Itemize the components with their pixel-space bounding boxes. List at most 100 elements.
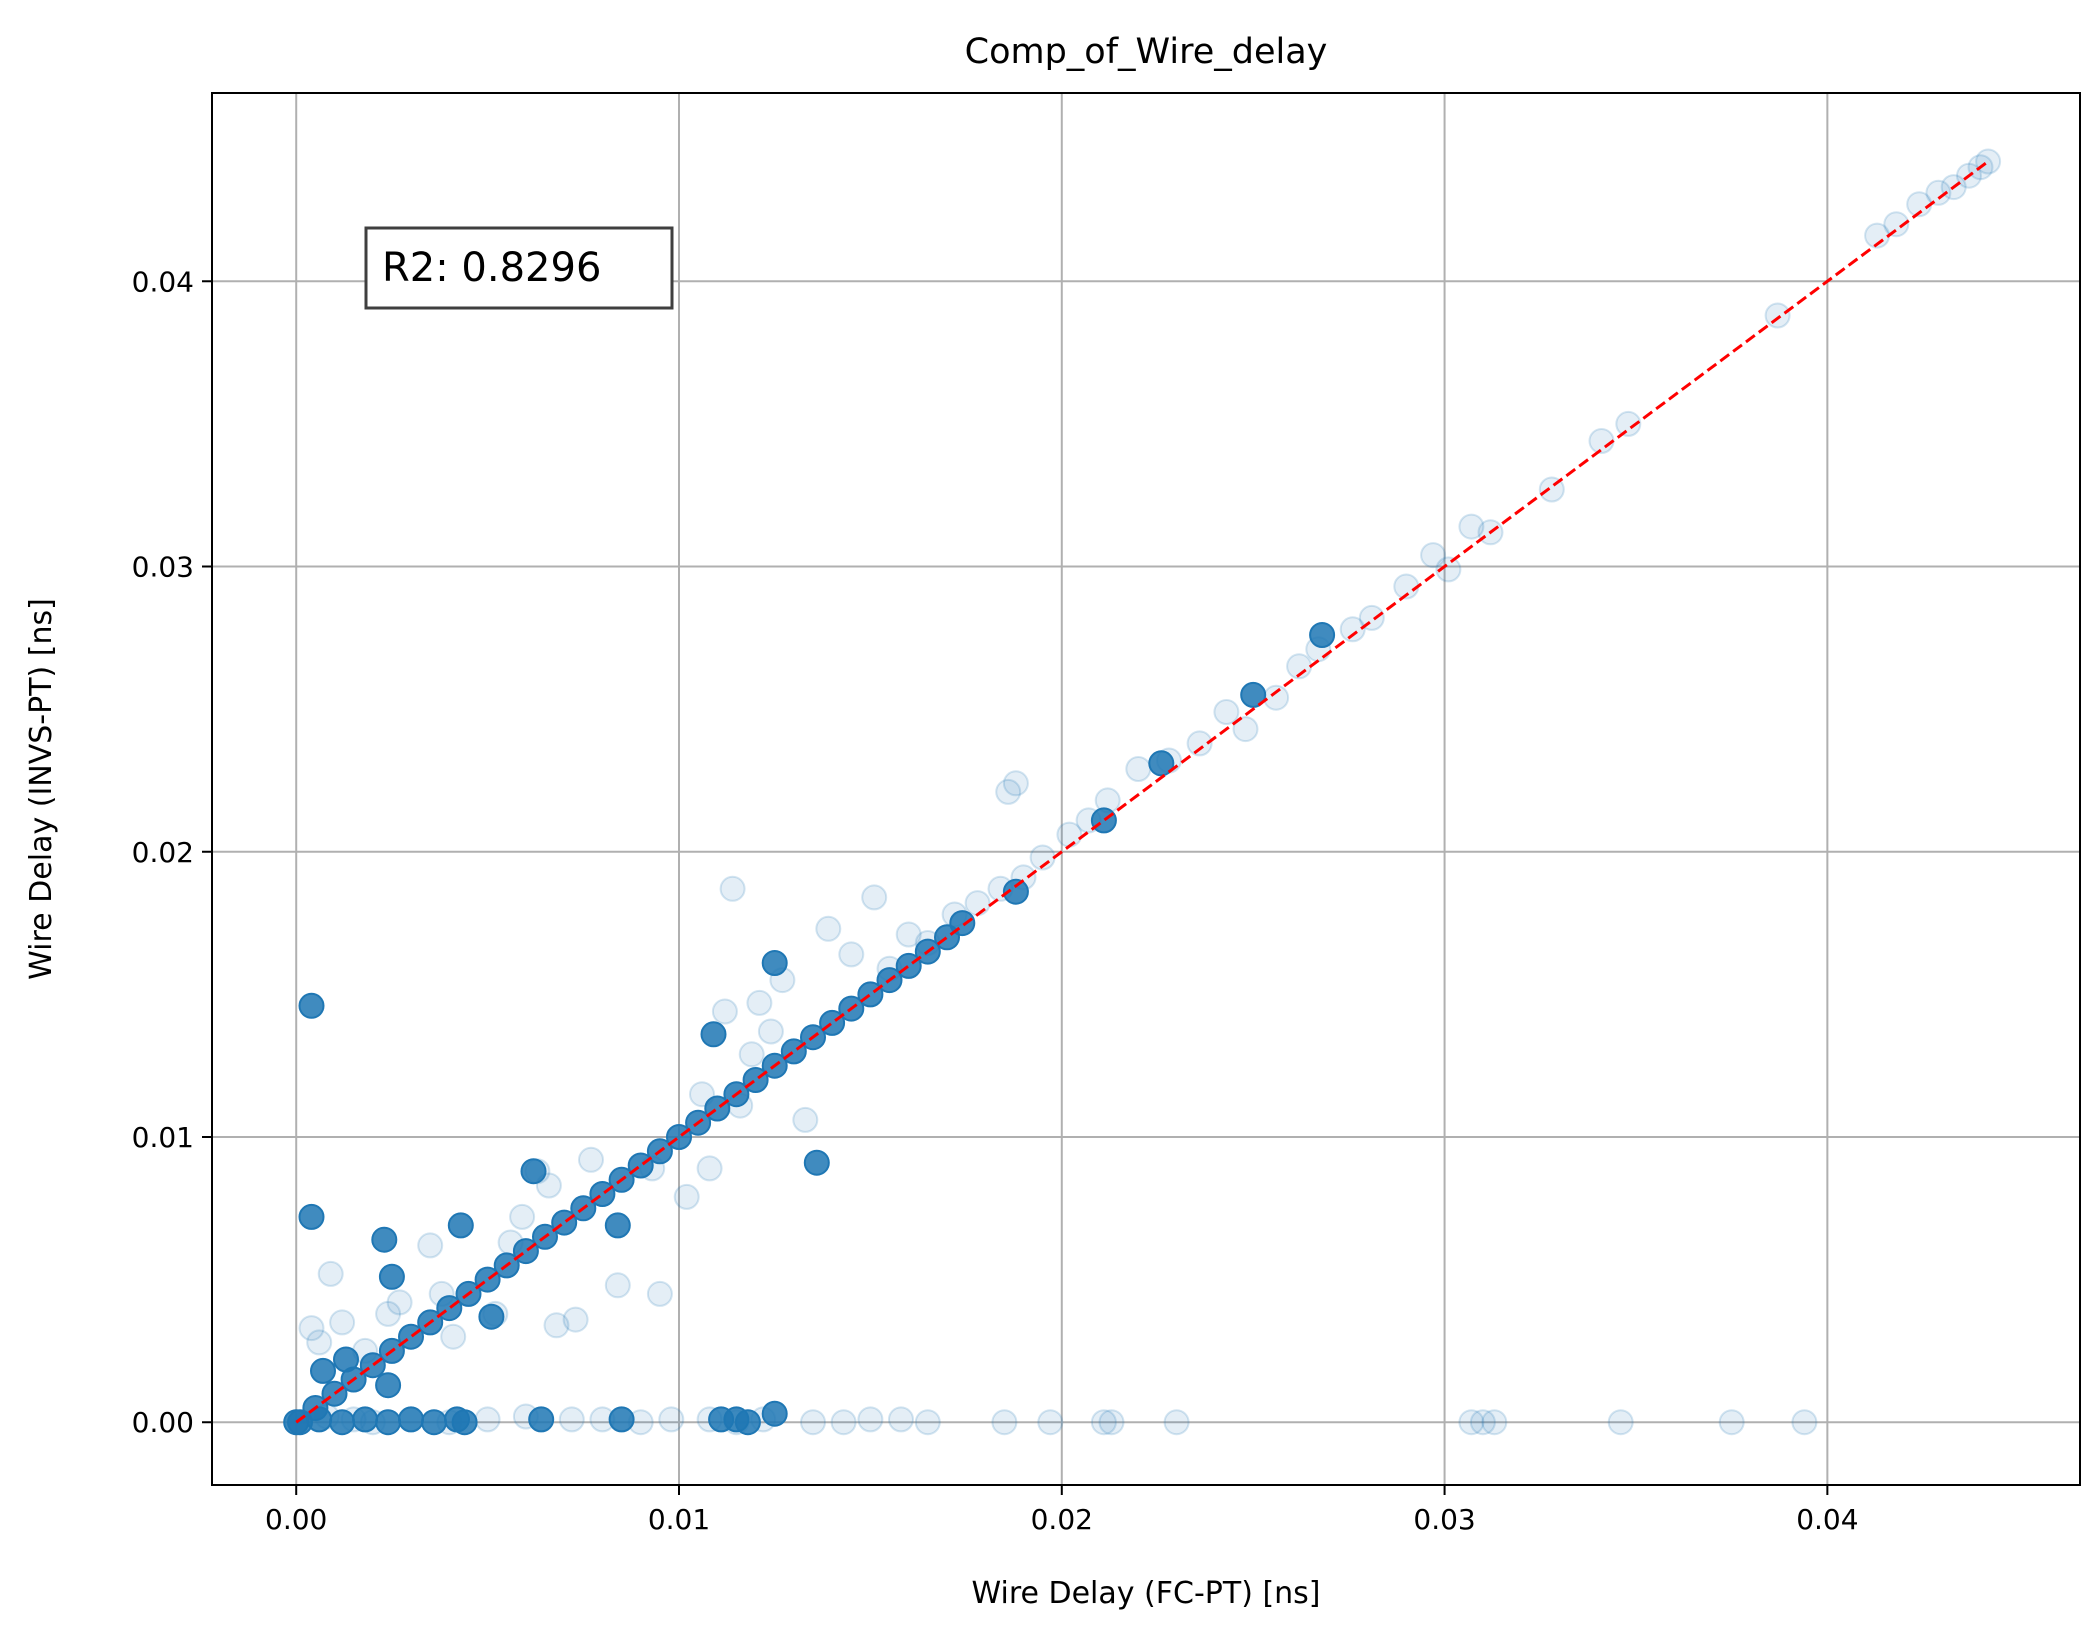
scatter-point [815, 915, 842, 942]
plot-frame [211, 92, 2081, 1486]
scatter-point [298, 992, 325, 1019]
scatter-point [803, 1149, 830, 1176]
scatter-point [1163, 1409, 1190, 1436]
scatter-point [1098, 1409, 1125, 1436]
y-tick-label: 0.02 [132, 836, 194, 869]
scatter-point [578, 1146, 604, 1173]
scatter-point [306, 1329, 333, 1356]
scatter-point [838, 941, 865, 968]
scatter-point [1481, 1409, 1508, 1436]
grid-lines [212, 93, 2080, 1485]
scatter-point [558, 1406, 585, 1433]
x-tick-label: 0.00 [265, 1503, 327, 1536]
scatter-point [520, 1158, 547, 1185]
scatter-point [474, 1406, 501, 1433]
scatter-point [711, 998, 738, 1025]
scatter-points [283, 148, 2002, 1436]
r2-annotation: R2: 0.8296 [364, 226, 674, 310]
scatter-point [528, 1406, 555, 1433]
chart-title: Comp_of_Wire_delay [965, 32, 1328, 72]
x-axis-label: Wire Delay (FC-PT) [ns] [971, 1576, 1320, 1611]
scatter-point [1240, 681, 1267, 708]
x-tick-label: 0.01 [648, 1503, 710, 1536]
scatter-point [310, 1357, 336, 1384]
scatter-point [673, 1183, 700, 1210]
scatter-point [608, 1406, 635, 1433]
scatter-point [914, 1409, 941, 1436]
scatter-point [857, 1406, 884, 1433]
scatter-point [451, 1409, 478, 1436]
scatter-point [734, 1409, 761, 1436]
scatter-point [1002, 770, 1029, 797]
scatter-point [1469, 1409, 1496, 1436]
scatter-point [417, 1232, 444, 1259]
scatter-point [1232, 716, 1259, 743]
scatter-point [761, 950, 788, 976]
y-tick-label: 0.04 [132, 265, 194, 298]
y-axis-label: Wire Delay (INVS-PT) [ns] [24, 598, 59, 980]
scatter-point [317, 1260, 344, 1287]
scatter-point [964, 890, 991, 917]
scatter-point [1420, 542, 1447, 569]
scatter-point [333, 1346, 359, 1373]
scatter-point [298, 1203, 325, 1230]
scatter-point [738, 1041, 765, 1068]
y-tick-label: 0.01 [132, 1121, 194, 1154]
scatter-point [298, 1315, 325, 1342]
scatter-point [719, 875, 746, 902]
scatter-point [421, 1409, 447, 1436]
scatter-point [375, 1300, 402, 1327]
scatter-point [386, 1289, 413, 1316]
scatter-point [1458, 1409, 1485, 1436]
scatter-point [398, 1406, 424, 1433]
x-tick-label: 0.02 [1031, 1503, 1093, 1536]
scatter-point [509, 1203, 536, 1230]
scatter-point [562, 1306, 589, 1333]
scatter-point [371, 1226, 398, 1253]
scatter-point [1002, 878, 1029, 905]
scatter-point [1148, 750, 1175, 777]
scatter-point [1186, 730, 1213, 757]
scatter-point [646, 1280, 673, 1307]
scatter-point [1764, 302, 1791, 329]
x-tick-label: 0.04 [1796, 1503, 1858, 1536]
scatter-point [861, 884, 888, 911]
scatter-point [1588, 428, 1615, 454]
scatter-point [1718, 1409, 1745, 1436]
scatter-point [761, 1400, 788, 1427]
scatter-point [1213, 699, 1240, 725]
scatter-point [543, 1312, 570, 1339]
scatter-point [604, 1272, 631, 1299]
scatter-point [329, 1409, 356, 1436]
scatter-point [1309, 622, 1336, 648]
x-tick-label: 0.03 [1413, 1503, 1475, 1536]
scatter-point [746, 989, 773, 1016]
scatter-point [995, 778, 1022, 805]
scatter-point [1037, 1409, 1064, 1436]
scatter-point [1090, 807, 1117, 834]
scatter-point [1435, 556, 1462, 583]
scatter-point [375, 1372, 402, 1399]
scatter-point [329, 1309, 356, 1336]
scatter-point [604, 1212, 631, 1239]
scatter-point [1975, 148, 2002, 175]
scatter-point [1791, 1409, 1818, 1436]
scatter-point [1458, 513, 1485, 540]
scatter-point [1615, 410, 1642, 437]
scatter-point [895, 921, 922, 948]
y-tick-label: 0.00 [132, 1406, 194, 1439]
scatter-point [658, 1406, 685, 1433]
scatter-point [700, 1021, 727, 1048]
scatter-point [440, 1323, 467, 1350]
scatter-point [800, 1409, 826, 1436]
scatter-point [1607, 1409, 1634, 1436]
scatter-point [1925, 179, 1952, 206]
scatter-point [1263, 684, 1290, 711]
scatter-point [757, 1018, 784, 1045]
scatter-point [696, 1155, 723, 1182]
scatter-point [1883, 211, 1910, 238]
scatter-point [830, 1409, 857, 1436]
